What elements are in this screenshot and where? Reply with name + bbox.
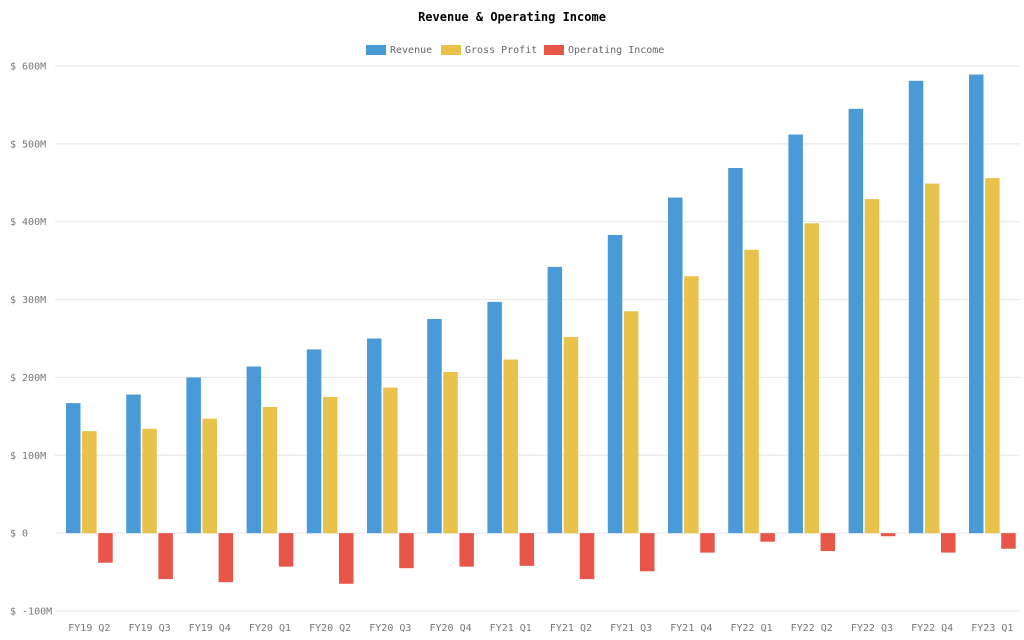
- x-tick-label: FY21 Q4: [670, 623, 712, 634]
- bar-operating-income: [339, 533, 354, 584]
- x-tick-label: FY23 Q1: [971, 623, 1013, 634]
- bar-revenue: [908, 80, 924, 534]
- bar-operating-income: [880, 533, 896, 537]
- x-tick-label: FY20 Q2: [309, 623, 351, 634]
- bar-operating-income: [820, 533, 836, 552]
- y-tick-label: $ 600M: [10, 62, 46, 73]
- bar-gross-profit: [924, 183, 940, 534]
- x-tick-label: FY19 Q3: [128, 623, 170, 634]
- bar-revenue: [66, 403, 81, 534]
- bar-revenue: [487, 301, 502, 534]
- bar-operating-income: [399, 533, 414, 569]
- bar-operating-income: [640, 533, 655, 572]
- bar-operating-income: [941, 533, 956, 553]
- bar-revenue: [788, 134, 803, 534]
- legend-swatch: [544, 45, 564, 55]
- bar-operating-income: [519, 533, 535, 566]
- y-tick-label: $ 200M: [10, 373, 46, 384]
- bar-operating-income: [579, 533, 595, 580]
- bar-operating-income: [278, 533, 294, 567]
- bar-gross-profit: [684, 276, 699, 534]
- x-tick-label: FY22 Q3: [851, 623, 893, 634]
- bars: [66, 74, 1016, 584]
- bar-operating-income: [1001, 533, 1016, 549]
- bar-gross-profit: [202, 418, 217, 534]
- y-tick-label: $ 500M: [10, 139, 46, 150]
- x-tick-label: FY20 Q4: [429, 623, 471, 634]
- bar-gross-profit: [443, 371, 458, 534]
- bar-gross-profit: [563, 336, 579, 534]
- bar-revenue: [607, 234, 623, 534]
- bar-gross-profit: [744, 249, 759, 534]
- bar-operating-income: [98, 533, 113, 563]
- x-tick-label: FY21 Q2: [550, 623, 592, 634]
- x-tick-label: FY20 Q1: [249, 623, 291, 634]
- bar-gross-profit: [383, 387, 398, 534]
- legend-label: Operating Income: [568, 45, 664, 56]
- x-tick-label: FY19 Q2: [68, 623, 110, 634]
- bar-operating-income: [760, 533, 775, 542]
- bar-operating-income: [158, 533, 173, 580]
- legend-swatch: [366, 45, 386, 55]
- bar-revenue: [367, 338, 382, 534]
- x-tick-label: FY19 Q4: [189, 623, 231, 634]
- legend-label: Revenue: [390, 45, 432, 56]
- legend-label: Gross Profit: [465, 45, 537, 56]
- legend-swatch: [441, 45, 461, 55]
- bar-revenue: [969, 74, 984, 534]
- y-tick-label: $ 0: [10, 529, 28, 540]
- bar-gross-profit: [503, 359, 518, 534]
- bar-revenue: [186, 377, 201, 534]
- bar-revenue: [848, 108, 864, 534]
- bar-revenue: [246, 366, 262, 534]
- bar-operating-income: [700, 533, 715, 553]
- bar-gross-profit: [262, 407, 278, 534]
- y-tick-label: $ 300M: [10, 295, 46, 306]
- y-tick-label: $ -100M: [10, 607, 52, 618]
- bar-revenue: [427, 319, 442, 534]
- bar-gross-profit: [864, 199, 880, 534]
- x-tick-label: FY22 Q2: [791, 623, 833, 634]
- bar-revenue: [547, 266, 563, 534]
- x-tick-label: FY22 Q1: [730, 623, 772, 634]
- bar-revenue: [126, 394, 141, 534]
- x-tick-label: FY20 Q3: [369, 623, 411, 634]
- bar-revenue: [306, 349, 322, 534]
- bar-gross-profit: [322, 396, 338, 534]
- x-axis: FY19 Q2 FY19 Q3 FY19 Q4 FY20 Q1 FY20 Q2 FY20 …: [68, 623, 1013, 634]
- bar-gross-profit: [142, 428, 157, 534]
- y-axis: $ 600M $ 500M $ 400M $ 300M $ 200M $ 100M $ 0 $…: [10, 62, 52, 618]
- bar-revenue: [668, 197, 683, 534]
- bar-gross-profit: [985, 178, 1000, 534]
- legend: Revenue Gross Profit Operating Income: [366, 45, 664, 56]
- bar-operating-income: [459, 533, 474, 567]
- x-tick-label: FY22 Q4: [911, 623, 953, 634]
- bar-gross-profit: [804, 223, 819, 534]
- y-tick-label: $ 100M: [10, 451, 46, 462]
- bar-revenue: [728, 167, 743, 534]
- x-tick-label: FY21 Q1: [490, 623, 532, 634]
- x-tick-label: FY21 Q3: [610, 623, 652, 634]
- chart-title: Revenue & Operating Income: [418, 10, 606, 24]
- bar-gross-profit: [623, 311, 639, 534]
- y-tick-label: $ 400M: [10, 217, 46, 228]
- bar-gross-profit: [82, 431, 97, 534]
- bar-operating-income: [218, 533, 234, 583]
